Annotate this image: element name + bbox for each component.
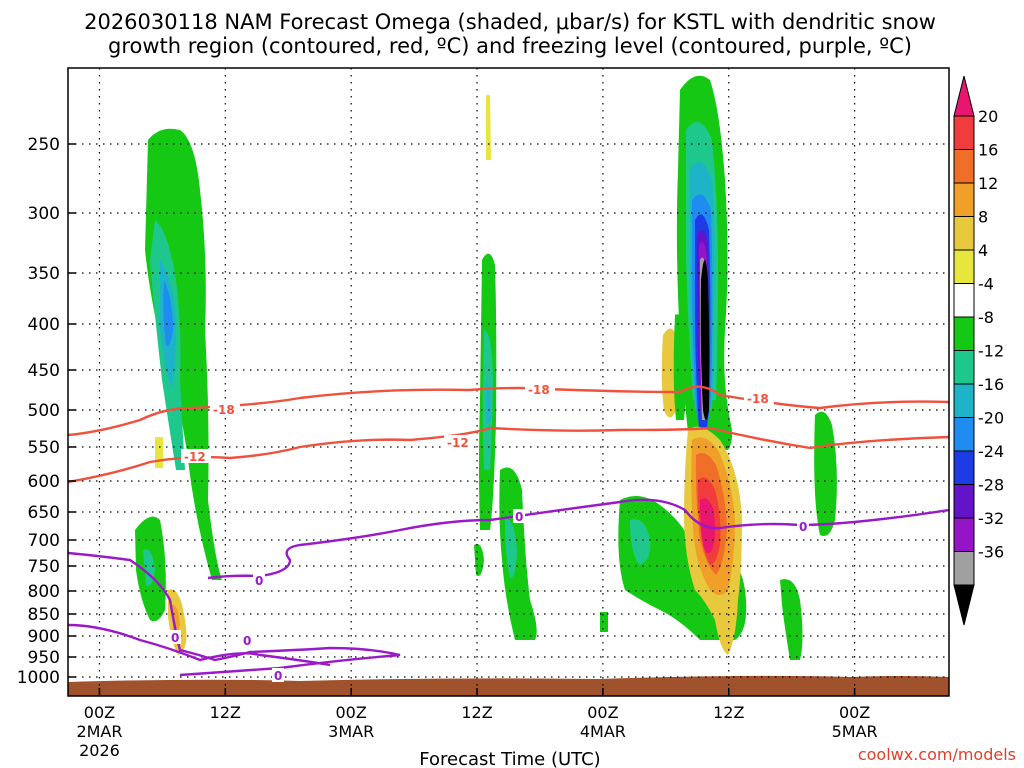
omega-blob-s2-low-teal bbox=[505, 519, 517, 579]
omega-blob-s1-yellow-mid bbox=[155, 437, 163, 468]
colorbar-label-1: 16 bbox=[978, 141, 998, 160]
credit-text: coolwx.com/models bbox=[858, 745, 1016, 764]
y-tick-label-650: 650 bbox=[28, 503, 60, 523]
y-tick-label-450: 450 bbox=[28, 361, 60, 381]
colorbar-swatch-10 bbox=[953, 417, 975, 452]
contour-label-minus12-b: -12 bbox=[447, 436, 469, 450]
y-tick-label-500: 500 bbox=[28, 401, 60, 421]
y-tick-label-750: 750 bbox=[28, 557, 60, 577]
colorbar-arrow-top bbox=[953, 75, 975, 117]
contour-label-zero-f: 0 bbox=[171, 631, 179, 645]
plot-frame bbox=[67, 67, 950, 697]
x-tick-label-5: 12Z bbox=[713, 703, 744, 722]
colorbar-swatch-3 bbox=[953, 182, 975, 217]
colorbar-label-0: 20 bbox=[978, 107, 998, 126]
y-tick-label-550: 550 bbox=[28, 438, 60, 458]
contour-minus18 bbox=[68, 385, 949, 437]
x-tick-label-1: 12Z bbox=[210, 703, 241, 722]
x-tick-date-4: 4MAR bbox=[580, 722, 626, 741]
colorbar-swatch-13 bbox=[953, 517, 975, 552]
y-tick-label-900: 900 bbox=[28, 627, 60, 647]
colorbar-label-4: 4 bbox=[978, 241, 988, 260]
y-tick-label-300: 300 bbox=[28, 204, 60, 224]
colorbar-label-9: -20 bbox=[978, 409, 1004, 428]
colorbar-swatch-11 bbox=[953, 450, 975, 485]
y-tick-label-1000: 1000 bbox=[17, 668, 60, 688]
y-tick-label-600: 600 bbox=[28, 472, 60, 492]
contour-freezing-main bbox=[68, 551, 401, 677]
omega-blob-s2-cyan bbox=[486, 380, 491, 425]
x-tick-date-2: 3MAR bbox=[328, 722, 374, 741]
x-tick-label-0: 00Z bbox=[84, 703, 115, 722]
x-tick-label-6: 00Z bbox=[839, 703, 870, 722]
contour-label-zero-a: 0 bbox=[255, 574, 263, 588]
omega-blob-s3-green-right bbox=[814, 411, 837, 536]
x-tick-year-0: 2026 bbox=[79, 741, 120, 760]
contour-label-zero-e: 0 bbox=[274, 669, 282, 683]
y-tick-label-700: 700 bbox=[28, 531, 60, 551]
contour-label-minus18-b: -18 bbox=[528, 383, 550, 397]
colorbar-label-10: -24 bbox=[978, 442, 1004, 461]
x-tick-date-6: 5MAR bbox=[832, 722, 878, 741]
colorbar-swatch-2 bbox=[953, 149, 975, 184]
omega-blob-s3-magenta bbox=[700, 498, 715, 553]
colorbar-label-13: -36 bbox=[978, 543, 1004, 562]
colorbar-label-11: -28 bbox=[978, 476, 1004, 495]
contour-label-minus18-c: -18 bbox=[747, 392, 769, 406]
y-tick-label-400: 400 bbox=[28, 315, 60, 335]
chart-title-line1: 2026030118 NAM Forecast Omega (shaded, μ… bbox=[84, 10, 936, 34]
colorbar: 20 16 12 8 4 -4 -8 -12 -16 -20 -24 -28 -32 -36 bbox=[953, 75, 1004, 626]
chart-title-line2: growth region (contoured, red, ºC) and f… bbox=[108, 34, 912, 58]
colorbar-label-7: -12 bbox=[978, 342, 1004, 361]
x-tick-label-4: 00Z bbox=[587, 703, 618, 722]
omega-blob-s3-green-left bbox=[673, 314, 687, 420]
omega-blob-s1-blue bbox=[163, 280, 173, 346]
colorbar-label-12: -32 bbox=[978, 509, 1004, 528]
omega-shading bbox=[135, 75, 837, 660]
omega-blob-s2-yellow bbox=[486, 95, 491, 160]
colorbar-label-2: 12 bbox=[978, 174, 998, 193]
colorbar-swatch-7 bbox=[953, 316, 975, 351]
colorbar-label-8: -16 bbox=[978, 375, 1004, 394]
contour-label-zero-c: 0 bbox=[799, 520, 807, 534]
colorbar-swatch-1 bbox=[953, 115, 975, 150]
omega-blob-s2-low-green bbox=[499, 467, 537, 640]
y-tick-label-850: 850 bbox=[28, 605, 60, 625]
plot-area: -18 -18 -18 -12 -12 0 0 0 0 0 0 bbox=[68, 68, 949, 696]
colorbar-label-5: -4 bbox=[978, 275, 994, 294]
x-tick-label-3: 12Z bbox=[461, 703, 492, 722]
omega-blob-s3-green-lowright bbox=[780, 579, 803, 660]
omega-blob-s3-low-teal bbox=[630, 519, 651, 565]
colorbar-swatch-9 bbox=[953, 383, 975, 418]
omega-blob-s3-black bbox=[700, 260, 710, 420]
colorbar-swatch-14 bbox=[953, 551, 975, 586]
contour-label-zero-b: 0 bbox=[515, 510, 523, 524]
colorbar-swatch-6 bbox=[953, 283, 975, 318]
contour-label-minus12-a: -12 bbox=[184, 450, 206, 464]
contour-label-minus18-a: -18 bbox=[213, 403, 235, 417]
contour-freezing-low bbox=[68, 623, 331, 667]
contour-labels: -18 -18 -18 -12 -12 0 0 0 0 0 0 bbox=[169, 382, 809, 683]
y-tick-label-350: 350 bbox=[28, 264, 60, 284]
y-axis: 2503003504004505005506006507007508008509… bbox=[17, 135, 76, 688]
x-axis-title: Forecast Time (UTC) bbox=[419, 749, 600, 768]
colorbar-swatch-5 bbox=[953, 249, 975, 284]
omega-blob-s3-green-dot bbox=[600, 612, 608, 632]
y-tick-label-250: 250 bbox=[28, 135, 60, 155]
colorbar-label-3: 8 bbox=[978, 208, 988, 227]
y-tick-label-950: 950 bbox=[28, 648, 60, 668]
colorbar-swatch-12 bbox=[953, 484, 975, 519]
contour-label-zero-d: 0 bbox=[243, 634, 251, 648]
y-tick-label-800: 800 bbox=[28, 582, 60, 602]
colorbar-arrow-bottom bbox=[953, 584, 975, 626]
colorbar-label-6: -8 bbox=[978, 308, 994, 327]
x-tick-date-0: 2MAR bbox=[76, 722, 122, 741]
colorbar-swatch-8 bbox=[953, 350, 975, 385]
x-tick-label-2: 00Z bbox=[336, 703, 367, 722]
colorbar-swatch-4 bbox=[953, 216, 975, 251]
